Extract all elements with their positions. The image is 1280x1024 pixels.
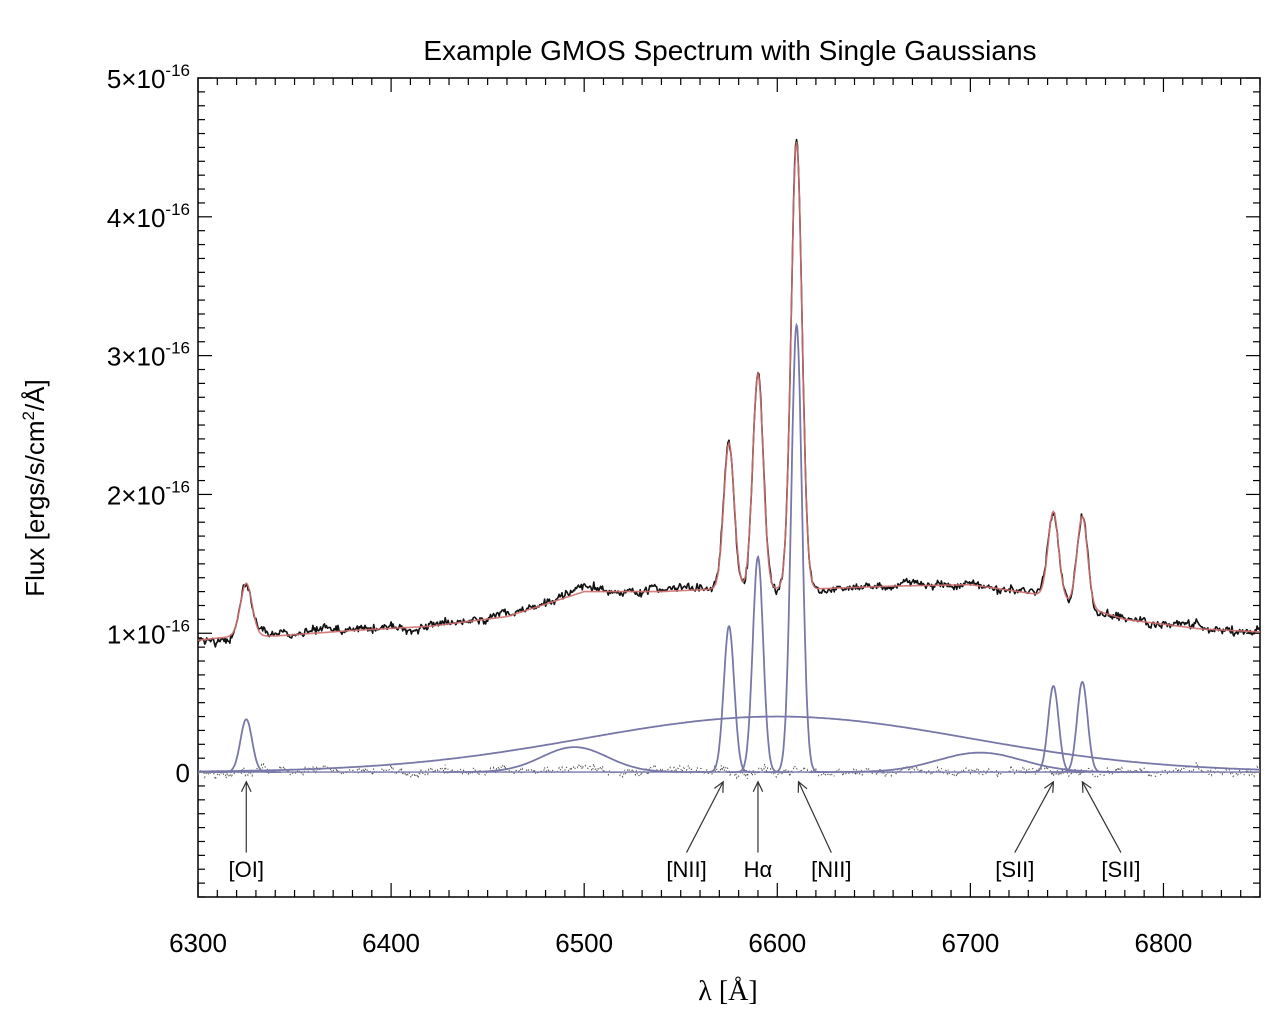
annotation-label: [NII] — [811, 857, 851, 882]
x-tick-label: 6500 — [555, 928, 613, 958]
y-tick-label: 2×10-16 — [107, 477, 190, 510]
broad-component-gaussian — [197, 715, 1260, 773]
broad-component-gaussian — [810, 751, 1150, 773]
component-gaussian — [211, 718, 281, 773]
model-fit — [197, 141, 1261, 641]
y-tick-label: 5×10-16 — [107, 61, 190, 94]
tick-labels: 6300 6400 6500 6600 6700 6800 0 1×10-16 2×10-16 3… — [107, 61, 1193, 958]
x-axis-label: λ [Å] — [698, 976, 757, 1007]
broad-component-gaussian — [443, 746, 706, 773]
annotation-label: [SII] — [995, 857, 1034, 882]
y-tick-label: 3×10-16 — [107, 339, 190, 372]
plot-frame — [197, 77, 1261, 898]
annotation-arrow — [685, 781, 724, 853]
annotation-label: [NII] — [666, 857, 706, 882]
axis-ticks — [197, 77, 1261, 898]
series-group — [197, 138, 1261, 780]
component-gaussian — [1022, 684, 1085, 773]
annotation-label: Hα — [744, 857, 773, 882]
annotation-arrowhead — [240, 780, 252, 792]
x-tick-label: 6600 — [748, 928, 806, 958]
annotation-arrow — [1014, 781, 1054, 853]
component-gaussian — [726, 555, 789, 773]
annotation-arrowhead — [797, 780, 808, 793]
annotation-arrowhead — [714, 780, 724, 793]
annotation-arrowhead — [1044, 780, 1055, 793]
annotation-arrowhead — [1081, 780, 1092, 793]
y-tick-label: 1×10-16 — [107, 616, 190, 649]
component-gaussian — [697, 624, 760, 773]
plot-area-border — [197, 77, 1261, 898]
annotation-arrow — [797, 781, 832, 853]
annotation-arrowhead — [752, 780, 764, 792]
line-annotations: [OI] [NII] Hα [NII] [SII] [SII] — [229, 780, 1141, 882]
observed-spectrum — [197, 138, 1261, 648]
annotation-arrow — [1081, 781, 1122, 853]
chart-title: Example GMOS Spectrum with Single Gaussi… — [423, 35, 1036, 66]
y-tick-label: 0 — [176, 758, 190, 788]
x-tick-label: 6400 — [362, 928, 420, 958]
y-tick-label: 4×10-16 — [107, 200, 190, 233]
x-tick-label: 6300 — [169, 928, 227, 958]
component-gaussian — [764, 322, 829, 773]
annotation-label: [OI] — [229, 857, 264, 882]
y-axis-label: Flux [ergs/s/cm2/Å] — [19, 379, 50, 597]
x-tick-label: 6800 — [1135, 928, 1193, 958]
x-tick-label: 6700 — [941, 928, 999, 958]
annotation-label: [SII] — [1101, 857, 1140, 882]
